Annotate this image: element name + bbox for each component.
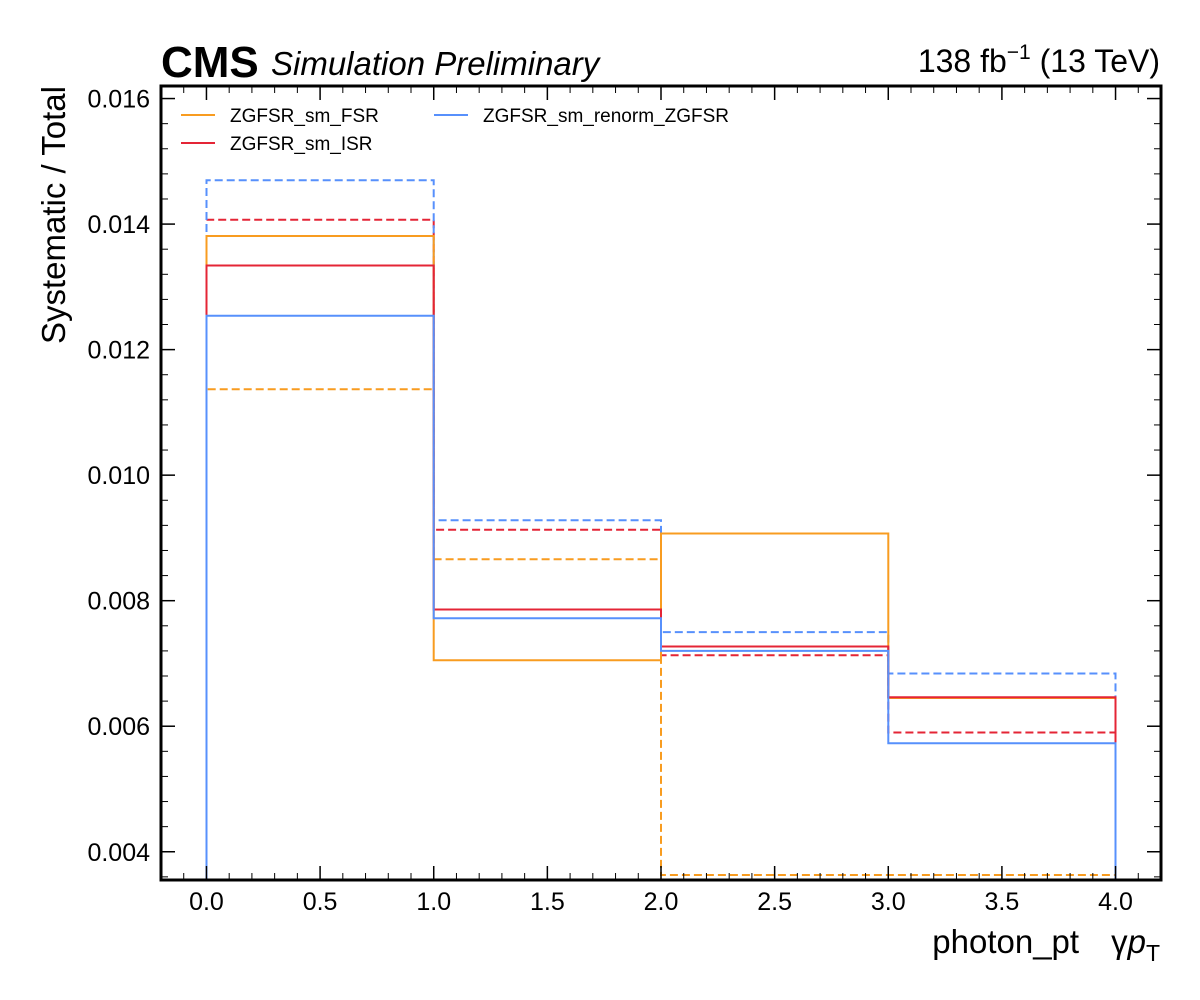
- x-tick-label: 1.0: [416, 888, 451, 916]
- y-tick-label: 0.004: [87, 839, 150, 867]
- legend-entry: ZGFSR_sm_ISR: [230, 134, 373, 155]
- ticks-layer: 0.0 0.5 1.0 1.5 2.0 2.5 3.0 3.5 4.0 0.004 0.006 0.0…: [87, 86, 1161, 916]
- x-tick-label: 3.5: [985, 888, 1020, 916]
- series-layer: [205, 179, 1117, 880]
- y-axis-label: Systematic / Total: [35, 86, 72, 344]
- plot-frame: [159, 84, 1163, 882]
- x-axis-label: photon_pt γpT: [932, 923, 1160, 966]
- experiment-label: CMS: [161, 38, 259, 87]
- legend: ZGFSR_sm_FSR ZGFSR_sm_ISR ZGFSR_sm_renorm_…: [181, 106, 729, 155]
- plot-background: [161, 86, 1161, 880]
- y-tick-label: 0.012: [87, 337, 150, 365]
- series-line-1-down: [205, 388, 1117, 880]
- x-tick-label: 1.5: [530, 888, 565, 916]
- luminosity-label: 138 fb−1 (13 TeV): [918, 41, 1160, 79]
- status-label: Simulation Preliminary: [271, 45, 602, 82]
- x-tick-label: 0.5: [303, 888, 338, 916]
- series-line-3-down: [205, 218, 1117, 880]
- y-tick-label: 0.014: [87, 211, 150, 239]
- legend-entry: ZGFSR_sm_FSR: [230, 106, 379, 127]
- y-tick-label: 0.010: [87, 462, 150, 490]
- legend-entry: ZGFSR_sm_renorm_ZGFSR: [483, 106, 729, 127]
- x-tick-label: 3.0: [871, 888, 906, 916]
- y-tick-label: 0.008: [87, 588, 150, 616]
- y-tick-label: 0.006: [87, 713, 150, 741]
- x-tick-label: 2.5: [757, 888, 792, 916]
- series-line-4-up: [205, 314, 1117, 880]
- plot-area: [161, 86, 1161, 880]
- x-tick-label: 2.0: [644, 888, 679, 916]
- x-tick-label: 0.0: [189, 888, 224, 916]
- x-tick-label: 4.0: [1098, 888, 1133, 916]
- y-tick-label: 0.016: [87, 86, 150, 114]
